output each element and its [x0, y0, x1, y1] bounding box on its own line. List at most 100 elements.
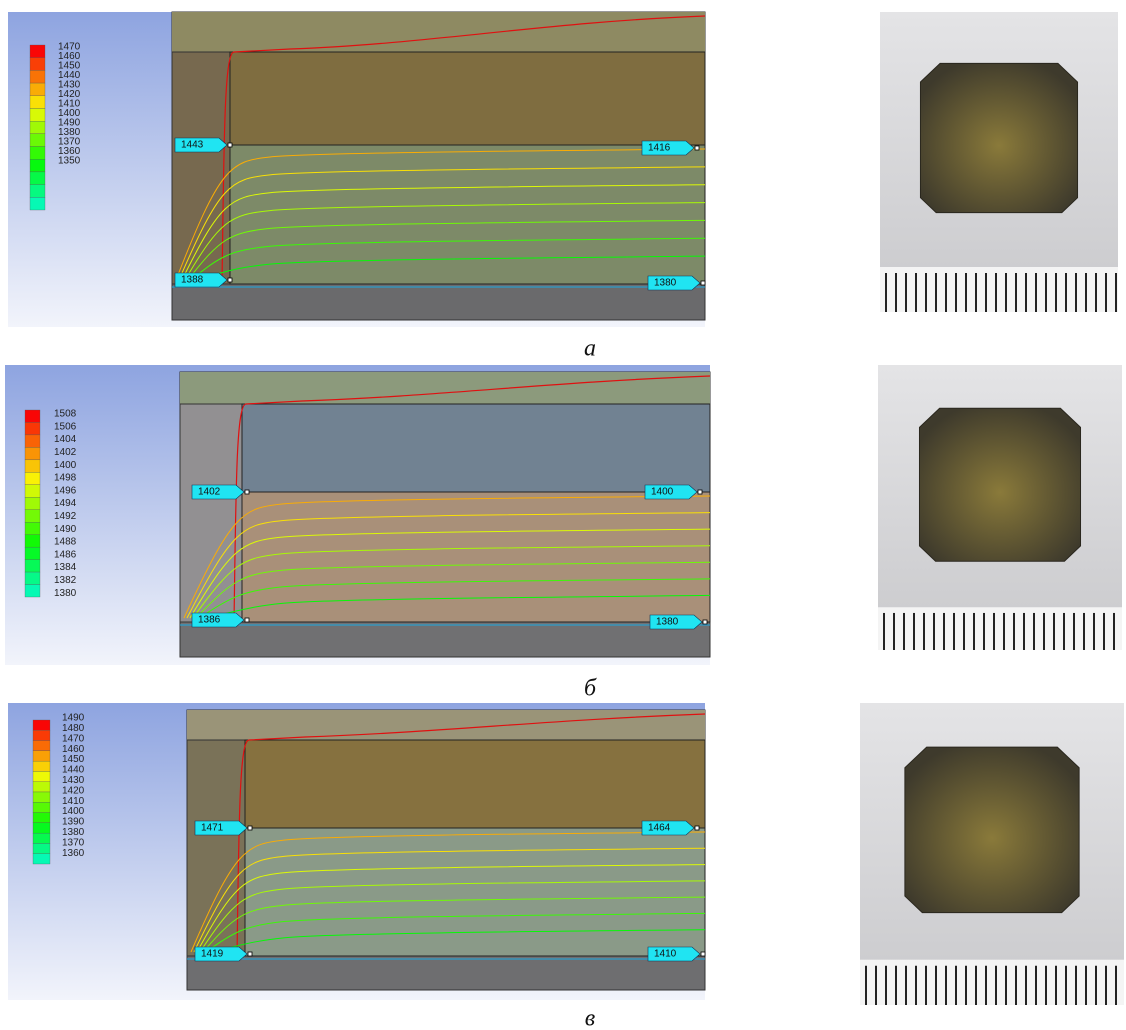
crystal [905, 747, 1079, 913]
probe-point [695, 146, 699, 150]
legend-label: 1400 [54, 460, 77, 471]
legend-label: 1496 [54, 485, 77, 496]
legend-swatch [33, 854, 50, 864]
lower-block [242, 492, 710, 622]
probe-point [228, 278, 232, 282]
legend-swatch [30, 185, 45, 198]
legend-label: 1384 [54, 562, 77, 573]
probe-label: 1402 [198, 487, 221, 498]
legend-swatch [25, 410, 40, 422]
legend-swatch [30, 134, 45, 147]
legend-swatch [25, 435, 40, 447]
legend-label: 1490 [54, 524, 77, 535]
legend-label: 1370 [62, 837, 85, 848]
legend-label: 1488 [54, 537, 77, 548]
legend-swatch [25, 510, 40, 522]
legend-label: 1470 [62, 733, 85, 744]
legend-label: 1410 [62, 796, 85, 807]
legend-swatch [30, 108, 45, 121]
legend-label: 1498 [54, 473, 77, 484]
legend-swatch [25, 472, 40, 484]
legend-swatch [33, 833, 50, 843]
probe-label: 1400 [651, 487, 674, 498]
legend-label: 1450 [62, 754, 85, 765]
legend-swatch [25, 460, 40, 472]
probe-label: 1388 [181, 275, 204, 286]
legend-label: 1380 [54, 588, 77, 599]
probe-point [248, 952, 252, 956]
legend-label: 1460 [62, 744, 85, 755]
left-column [180, 404, 242, 622]
legend-label: 1390 [62, 817, 85, 828]
legend-label: 1506 [54, 421, 77, 432]
legend-label: 1508 [54, 409, 77, 420]
legend-label: 1486 [54, 549, 77, 560]
legend-swatch [30, 172, 45, 185]
legend-swatch [25, 422, 40, 434]
legend-swatch [33, 792, 50, 802]
probe-label: 1443 [181, 140, 204, 151]
legend-swatch [30, 83, 45, 96]
probe-label: 1380 [654, 278, 677, 289]
probe-point [248, 826, 252, 830]
upper-block [245, 740, 705, 828]
left-column [172, 52, 230, 284]
probe-label: 1464 [648, 823, 671, 834]
legend-swatch [25, 447, 40, 459]
legend-swatch [25, 572, 40, 584]
legend-swatch [30, 197, 45, 210]
legend-swatch [33, 761, 50, 771]
legend-swatch [25, 485, 40, 497]
probe-label: 1410 [654, 949, 677, 960]
upper-block [242, 404, 710, 492]
legend-swatch [25, 585, 40, 597]
legend-swatch [30, 147, 45, 160]
legend-swatch [33, 720, 50, 730]
caption: а [584, 336, 596, 362]
legend-swatch [33, 843, 50, 853]
panel: 1490148014701460145014401430142014101400… [8, 703, 1124, 1030]
probe-point [695, 826, 699, 830]
lower-block [230, 145, 705, 284]
probe-point [228, 143, 232, 147]
legend-swatch [25, 547, 40, 559]
legend-label: 1402 [54, 447, 77, 458]
probe-point [703, 620, 707, 624]
legend-label: 1490 [62, 713, 85, 724]
panel: 1470146014501440143014201410140014901380… [8, 12, 1118, 362]
probe-label: 1419 [201, 949, 224, 960]
legend-swatch [33, 782, 50, 792]
probe-point [701, 952, 705, 956]
legend-label: 1380 [62, 827, 85, 838]
legend-swatch [33, 730, 50, 740]
legend-swatch [30, 96, 45, 109]
legend-label: 1350 [58, 156, 81, 167]
legend-swatch [33, 771, 50, 781]
probe-label: 1471 [201, 823, 224, 834]
legend-label: 1420 [62, 785, 85, 796]
probe-label: 1386 [198, 615, 221, 626]
top-strip [172, 12, 705, 52]
crystal [920, 63, 1077, 212]
caption: б [584, 676, 597, 702]
legend-label: 1440 [62, 765, 85, 776]
legend-swatch [25, 560, 40, 572]
legend-swatch [25, 522, 40, 534]
probe-point [698, 490, 702, 494]
probe-label: 1380 [656, 617, 679, 628]
legend-swatch [30, 58, 45, 71]
legend-label: 1430 [62, 775, 85, 786]
figure: 1470146014501440143014201410140014901380… [0, 0, 1126, 1030]
probe-point [245, 490, 249, 494]
legend-swatch [33, 751, 50, 761]
panel: 1508150614041402140014981496149414921490… [5, 365, 1122, 702]
lower-block [245, 828, 705, 956]
legend-label: 1382 [54, 575, 77, 586]
legend-swatch [25, 535, 40, 547]
probe-label: 1416 [648, 143, 671, 154]
legend-label: 1480 [62, 723, 85, 734]
crystal [919, 408, 1080, 561]
top-strip [180, 372, 710, 404]
legend-swatch [33, 823, 50, 833]
caption: в [585, 1006, 595, 1030]
